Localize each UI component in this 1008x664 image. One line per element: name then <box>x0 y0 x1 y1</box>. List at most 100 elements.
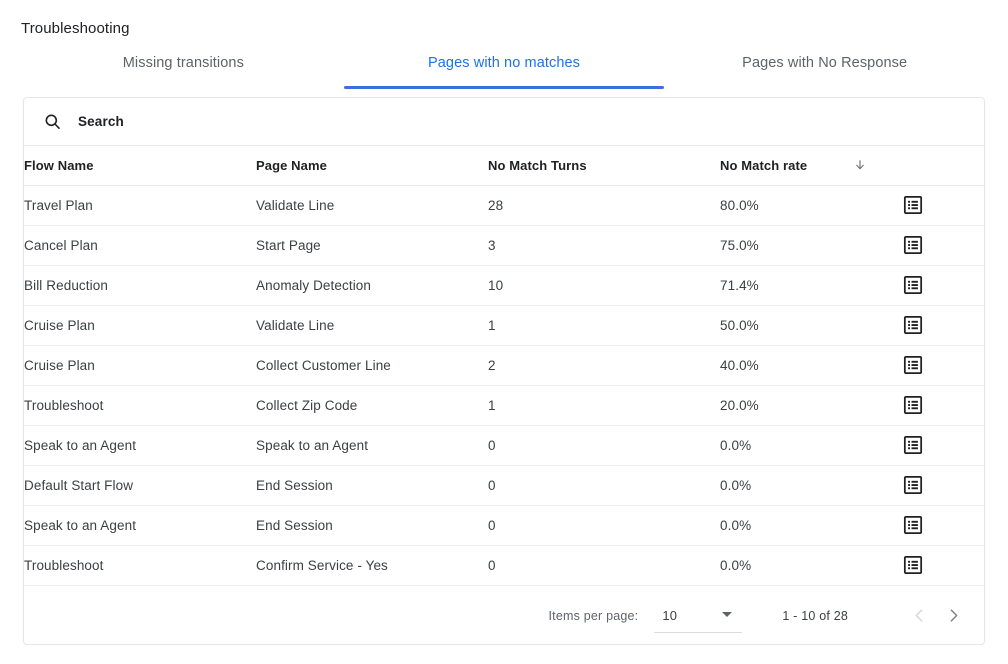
list-view-icon[interactable] <box>901 353 925 377</box>
cell-no-match-rate: 0.0% <box>720 505 900 546</box>
cell-page-name: End Session <box>256 465 488 506</box>
cell-flow-name: Cruise Plan <box>24 345 256 386</box>
tab-pages-with-no-response[interactable]: Pages with No Response <box>664 48 985 84</box>
table-body: Travel Plan Validate Line 28 80.0% Cancel Pl… <box>24 185 984 586</box>
cell-no-match-rate: 0.0% <box>720 545 900 586</box>
cell-flow-name: Travel Plan <box>24 185 256 226</box>
table-row[interactable]: Cancel Plan Start Page 3 75.0% <box>24 225 984 266</box>
arrow-down-icon[interactable] <box>853 158 867 172</box>
cell-no-match-turns: 2 <box>488 345 720 386</box>
column-header-page-name[interactable]: Page Name <box>256 146 488 186</box>
cell-flow-name: Cancel Plan <box>24 225 256 266</box>
table-row[interactable]: Cruise Plan Validate Line 1 50.0% <box>24 305 984 346</box>
cell-no-match-turns: 10 <box>488 265 720 306</box>
chevron-down-icon <box>722 611 733 617</box>
table-header-row: Flow Name Page Name No Match Turns No Ma… <box>24 146 984 186</box>
cell-no-match-turns: 0 <box>488 505 720 546</box>
chevron-right-icon <box>950 609 957 622</box>
column-header-no-match-rate[interactable]: No Match rate <box>720 146 900 186</box>
items-per-page-select[interactable]: 10 <box>654 599 743 633</box>
list-view-icon[interactable] <box>901 393 925 417</box>
tab-underline <box>23 86 344 89</box>
column-header-no-match-turns[interactable]: No Match Turns <box>488 146 720 186</box>
list-view-icon[interactable] <box>901 233 925 257</box>
cell-no-match-rate: 50.0% <box>720 305 900 346</box>
cell-flow-name: Troubleshoot <box>24 545 256 586</box>
pagination-range-label: 1 - 10 of 28 <box>782 608 848 623</box>
list-view-icon[interactable] <box>901 553 925 577</box>
cell-page-name: Start Page <box>256 225 488 266</box>
cell-page-name: Anomaly Detection <box>256 265 488 306</box>
column-header-label: Page Name <box>256 157 327 173</box>
cell-flow-name: Speak to an Agent <box>24 505 256 546</box>
cell-page-name: Validate Line <box>256 185 488 226</box>
cell-no-match-turns: 1 <box>488 305 720 346</box>
search-input[interactable] <box>78 109 678 134</box>
search-icon[interactable] <box>41 111 63 133</box>
paginator: Items per page: 10 1 - 10 of 28 <box>24 586 984 645</box>
table-row[interactable]: Default Start Flow End Session 0 0.0% <box>24 465 984 506</box>
cell-action <box>900 265 984 306</box>
cell-action <box>900 225 984 266</box>
items-per-page-value: 10 <box>662 607 678 623</box>
table-row[interactable]: Bill Reduction Anomaly Detection 10 71.4% <box>24 265 984 306</box>
tab-underline <box>664 86 985 89</box>
list-view-icon[interactable] <box>901 473 925 497</box>
search-bar[interactable] <box>24 98 984 146</box>
list-view-icon[interactable] <box>901 313 925 337</box>
cell-no-match-turns: 3 <box>488 225 720 266</box>
table-row[interactable]: Troubleshoot Confirm Service - Yes 0 0.0% <box>24 545 984 586</box>
tab-missing-transitions[interactable]: Missing transitions <box>23 48 344 84</box>
cell-action <box>900 545 984 586</box>
column-header-label: No Match Turns <box>488 157 587 173</box>
list-view-icon[interactable] <box>901 193 925 217</box>
cell-no-match-turns: 28 <box>488 185 720 226</box>
no-match-table: Flow Name Page Name No Match Turns No Ma… <box>24 146 984 586</box>
column-header-label: No Match rate <box>720 157 808 173</box>
cell-action <box>900 345 984 386</box>
cell-page-name: End Session <box>256 505 488 546</box>
cell-no-match-rate: 0.0% <box>720 425 900 466</box>
previous-page-button[interactable] <box>902 599 936 633</box>
results-card: Flow Name Page Name No Match Turns No Ma… <box>23 97 985 645</box>
cell-no-match-rate: 0.0% <box>720 465 900 506</box>
next-page-button[interactable] <box>936 599 970 633</box>
page-title: Troubleshooting <box>21 20 130 37</box>
cell-page-name: Confirm Service - Yes <box>256 545 488 586</box>
column-header-flow-name[interactable]: Flow Name <box>24 146 256 186</box>
cell-action <box>900 465 984 506</box>
cell-action <box>900 185 984 226</box>
tab-label: Missing transitions <box>122 55 244 71</box>
column-header-action <box>900 146 984 186</box>
tab-label: Pages with No Response <box>742 55 908 71</box>
cell-flow-name: Cruise Plan <box>24 305 256 346</box>
cell-no-match-rate: 75.0% <box>720 225 900 266</box>
cell-action <box>900 305 984 346</box>
cell-page-name: Validate Line <box>256 305 488 346</box>
cell-no-match-rate: 80.0% <box>720 185 900 226</box>
cell-page-name: Collect Customer Line <box>256 345 488 386</box>
list-view-icon[interactable] <box>901 433 925 457</box>
table-row[interactable]: Troubleshoot Collect Zip Code 1 20.0% <box>24 385 984 426</box>
tab-pages-with-no-matches[interactable]: Pages with no matches <box>343 48 665 89</box>
cell-no-match-turns: 0 <box>488 545 720 586</box>
list-view-icon[interactable] <box>901 273 925 297</box>
cell-no-match-turns: 0 <box>488 425 720 466</box>
table-row[interactable]: Travel Plan Validate Line 28 80.0% <box>24 185 984 226</box>
cell-flow-name: Default Start Flow <box>24 465 256 506</box>
cell-no-match-rate: 40.0% <box>720 345 900 386</box>
cell-page-name: Speak to an Agent <box>256 425 488 466</box>
cell-no-match-turns: 1 <box>488 385 720 426</box>
table-row[interactable]: Speak to an Agent End Session 0 0.0% <box>24 505 984 546</box>
cell-action <box>900 425 984 466</box>
cell-no-match-rate: 71.4% <box>720 265 900 306</box>
tab-label: Pages with no matches <box>428 55 581 71</box>
list-view-icon[interactable] <box>901 513 925 537</box>
table-row[interactable]: Cruise Plan Collect Customer Line 2 40.0% <box>24 345 984 386</box>
cell-flow-name: Speak to an Agent <box>24 425 256 466</box>
items-per-page-label: Items per page: <box>548 608 639 623</box>
cell-flow-name: Troubleshoot <box>24 385 256 426</box>
table-row[interactable]: Speak to an Agent Speak to an Agent 0 0.0% <box>24 425 984 466</box>
cell-no-match-rate: 20.0% <box>720 385 900 426</box>
